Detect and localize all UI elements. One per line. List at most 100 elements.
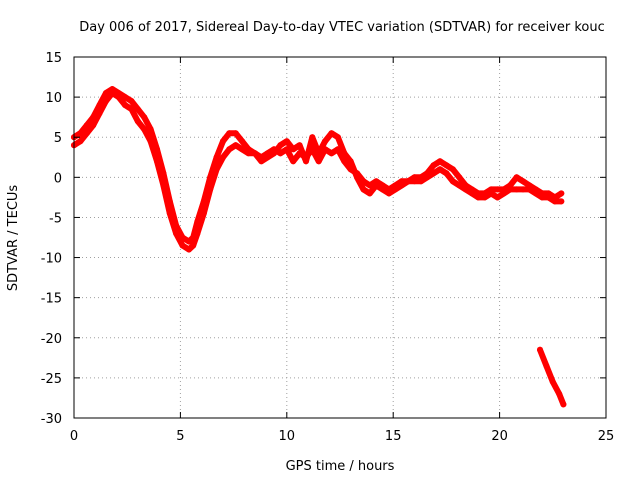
data-point bbox=[513, 186, 520, 193]
data-point bbox=[315, 158, 322, 165]
y-tick-label: -15 bbox=[41, 292, 62, 307]
data-point bbox=[226, 146, 233, 153]
data-point bbox=[328, 130, 335, 137]
data-point bbox=[290, 146, 297, 153]
data-point bbox=[366, 190, 373, 197]
data-point bbox=[271, 150, 277, 157]
data-point bbox=[290, 158, 297, 165]
data-point bbox=[373, 182, 380, 189]
data-point bbox=[430, 162, 437, 169]
x-axis-label: GPS time / hours bbox=[286, 459, 395, 474]
data-point bbox=[90, 114, 97, 121]
data-point bbox=[545, 190, 552, 197]
data-point bbox=[494, 194, 501, 201]
data-point bbox=[134, 106, 141, 113]
data-point bbox=[194, 218, 201, 225]
data-point bbox=[468, 186, 475, 193]
data-point bbox=[551, 194, 558, 201]
data-point bbox=[179, 234, 186, 241]
data-point bbox=[481, 190, 488, 197]
data-point bbox=[411, 174, 418, 181]
data-point bbox=[122, 94, 129, 101]
data-point bbox=[558, 190, 565, 197]
y-tick-label: 0 bbox=[54, 171, 62, 186]
chart-title: Day 006 of 2017, Sidereal Day-to-day VTE… bbox=[79, 20, 605, 35]
data-point bbox=[207, 174, 214, 181]
series-line-1 bbox=[71, 86, 565, 245]
data-point bbox=[558, 198, 565, 205]
x-tick-label: 10 bbox=[279, 429, 296, 444]
data-point bbox=[532, 186, 539, 193]
data-point bbox=[443, 170, 450, 177]
x-tick-label: 0 bbox=[70, 429, 78, 444]
data-point bbox=[507, 182, 514, 189]
data-point bbox=[277, 142, 284, 149]
series-layer bbox=[71, 86, 567, 408]
plot-frame bbox=[73, 56, 607, 419]
data-point bbox=[334, 134, 341, 141]
data-point bbox=[185, 238, 192, 245]
data-point bbox=[141, 126, 148, 133]
data-point bbox=[543, 362, 550, 369]
data-point bbox=[179, 242, 186, 249]
x-tick-label: 25 bbox=[598, 429, 615, 444]
x-tick-label: 5 bbox=[176, 429, 184, 444]
data-point bbox=[200, 198, 207, 205]
data-point bbox=[328, 150, 335, 157]
data-point bbox=[520, 186, 526, 193]
data-point bbox=[283, 138, 290, 145]
data-point bbox=[154, 146, 160, 153]
x-tick-label: 20 bbox=[491, 429, 508, 444]
data-point bbox=[185, 246, 192, 253]
data-point bbox=[360, 186, 367, 193]
data-point bbox=[385, 190, 392, 197]
data-point bbox=[115, 90, 122, 97]
data-point bbox=[373, 178, 380, 185]
data-point bbox=[398, 182, 405, 189]
data-point bbox=[456, 174, 463, 181]
data-point bbox=[102, 90, 109, 97]
data-point bbox=[220, 154, 226, 161]
data-point bbox=[379, 186, 386, 193]
data-point bbox=[475, 190, 482, 197]
data-point bbox=[147, 126, 154, 133]
data-point bbox=[392, 186, 399, 193]
data-point bbox=[77, 138, 84, 145]
y-tick-label: 15 bbox=[45, 51, 62, 66]
x-tick-label: 15 bbox=[385, 429, 402, 444]
data-point bbox=[347, 158, 354, 165]
data-point bbox=[449, 166, 456, 173]
data-point bbox=[549, 378, 556, 385]
data-point bbox=[449, 178, 456, 185]
y-tick-label: -30 bbox=[41, 412, 62, 427]
data-point bbox=[173, 222, 180, 229]
data-point bbox=[405, 178, 412, 185]
data-point bbox=[488, 186, 495, 193]
data-point bbox=[296, 142, 303, 149]
tick-layer: 0 5 10 15 20 25 -30 -25 -20 -15 -10 -5 0 5 10 15 bbox=[41, 51, 615, 444]
data-point bbox=[560, 401, 567, 408]
data-point bbox=[354, 174, 360, 181]
data-point bbox=[437, 158, 443, 165]
data-point bbox=[141, 114, 148, 121]
data-point bbox=[513, 174, 520, 181]
data-point bbox=[537, 346, 543, 353]
data-point bbox=[96, 102, 103, 109]
data-point bbox=[303, 158, 309, 165]
y-tick-label: -20 bbox=[41, 332, 62, 347]
data-point bbox=[264, 154, 271, 161]
data-point bbox=[160, 170, 167, 177]
data-point bbox=[500, 186, 507, 193]
data-point bbox=[122, 102, 129, 109]
data-point bbox=[520, 178, 526, 185]
data-point bbox=[134, 118, 141, 125]
data-point bbox=[526, 182, 533, 189]
data-point bbox=[539, 190, 546, 197]
data-point bbox=[341, 150, 348, 157]
data-point bbox=[245, 146, 252, 153]
data-point bbox=[462, 182, 469, 189]
data-point bbox=[424, 170, 431, 177]
y-tick-label: 10 bbox=[45, 91, 62, 106]
data-point bbox=[309, 134, 316, 141]
